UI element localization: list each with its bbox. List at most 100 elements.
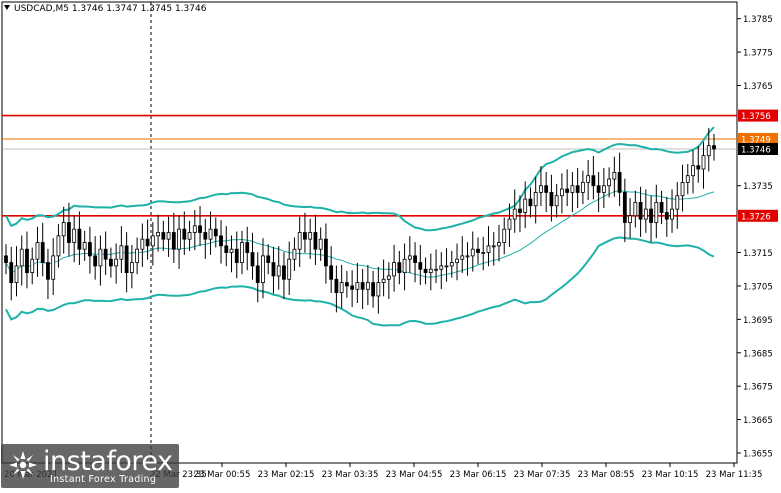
candle-body [696, 165, 701, 170]
candle-body [30, 258, 35, 273]
candle-body [313, 232, 318, 250]
candle-body [643, 208, 648, 220]
candle-body [518, 208, 522, 213]
candle-body [544, 185, 549, 193]
candle-body [507, 218, 512, 230]
candle-body [98, 248, 103, 267]
candle-body [61, 222, 66, 237]
candle-body [25, 248, 29, 273]
candle-body [46, 262, 50, 280]
time-tick-label: 23 Mar 10:15 [642, 470, 699, 480]
candle-body [261, 255, 265, 284]
resistance-price-tag-bg [738, 109, 778, 122]
support-price-tag: 1.3726 [741, 212, 771, 222]
candle-body [560, 188, 564, 197]
candle-body [245, 242, 250, 253]
candle-body [502, 228, 507, 243]
candle-body [103, 248, 108, 260]
candle-body [350, 285, 355, 290]
symbol-header: USDCAD,M5 1.3746 1.3747 1.3745 1.3746 [4, 3, 206, 15]
candle-body [240, 242, 244, 263]
candle-body [303, 232, 307, 240]
candle-body [234, 248, 239, 263]
candle-body [255, 265, 260, 284]
candle-body [14, 265, 19, 284]
candle-body [40, 242, 45, 263]
candle-body [670, 208, 674, 220]
price-tick-label: 1.3735 [743, 182, 773, 192]
candle-body [497, 242, 501, 247]
candle-body [161, 232, 166, 240]
candle-body [140, 238, 145, 250]
candle-body [208, 228, 213, 240]
candle-body [638, 202, 643, 220]
price-tick-label: 1.3655 [743, 449, 773, 459]
candle-body [470, 248, 475, 257]
candle-body [287, 258, 292, 280]
instaforex-watermark: instaforex Instant Forex Trading [1, 444, 179, 488]
candle-body [701, 155, 706, 170]
candle-body [276, 265, 281, 277]
candle-body [119, 245, 124, 260]
price-tick-label: 1.3675 [743, 383, 773, 393]
candle-body [4, 255, 8, 263]
candle-body [570, 185, 575, 193]
candle-body [612, 171, 617, 180]
candle-body [339, 282, 344, 294]
candle-body [282, 265, 286, 280]
candle-body [108, 258, 113, 267]
candle-body [434, 268, 438, 271]
time-tick-label: 23 Mar 03:35 [322, 470, 379, 480]
ohlc-open: 1.3746 [71, 4, 104, 14]
watermark-tagline: Instant Forex Trading [50, 474, 157, 485]
candle-body [712, 145, 716, 150]
candle-body [402, 258, 407, 273]
candle-body [318, 238, 323, 250]
current-price-tag-bg [738, 142, 778, 155]
candle-body [376, 282, 381, 297]
candle-body [591, 175, 596, 187]
candle-body [114, 258, 119, 267]
candle-body [664, 212, 669, 220]
candle-body [145, 238, 150, 247]
candle-body [88, 242, 92, 257]
candle-body [549, 192, 554, 207]
candle-body [580, 181, 585, 193]
candle-body [35, 242, 40, 260]
candle-body [407, 255, 412, 260]
candle-body [418, 262, 423, 270]
candle-body [203, 232, 208, 240]
candle-body [93, 255, 98, 267]
time-tick-label: 23 Mar 02:15 [258, 470, 315, 480]
support-price-tag-bg [738, 209, 778, 222]
candle-body [213, 228, 218, 237]
candle-body [219, 235, 223, 247]
price-tick-label: 1.3775 [743, 49, 773, 59]
price-tick-label: 1.3695 [743, 316, 773, 326]
symbol-label: USDCAD,M5 [14, 4, 69, 14]
instaforex-logo-icon [9, 451, 37, 479]
candle-body [601, 185, 606, 193]
ohlc-high: 1.3747 [106, 4, 138, 14]
candle-body [428, 268, 433, 273]
time-tick-label: 23 Mar 07:35 [514, 470, 571, 480]
price-tick-label: 1.3715 [743, 249, 773, 259]
candle-body [465, 255, 470, 258]
candle-body [439, 265, 444, 270]
candle-body [449, 262, 454, 267]
candle-body [182, 228, 187, 240]
candle-body [533, 192, 538, 207]
candle-body [397, 262, 402, 273]
chevron-down-icon[interactable] [4, 5, 10, 10]
candle-body [628, 215, 632, 223]
candle-body [392, 262, 396, 277]
price-tick-label: 1.3785 [743, 15, 773, 25]
candle-body [365, 282, 370, 290]
ask-price-tag: 1.3749 [741, 135, 771, 145]
candle-body [229, 248, 234, 253]
candle-body [334, 278, 339, 294]
candle-body [150, 235, 155, 247]
candle-body [250, 252, 255, 267]
